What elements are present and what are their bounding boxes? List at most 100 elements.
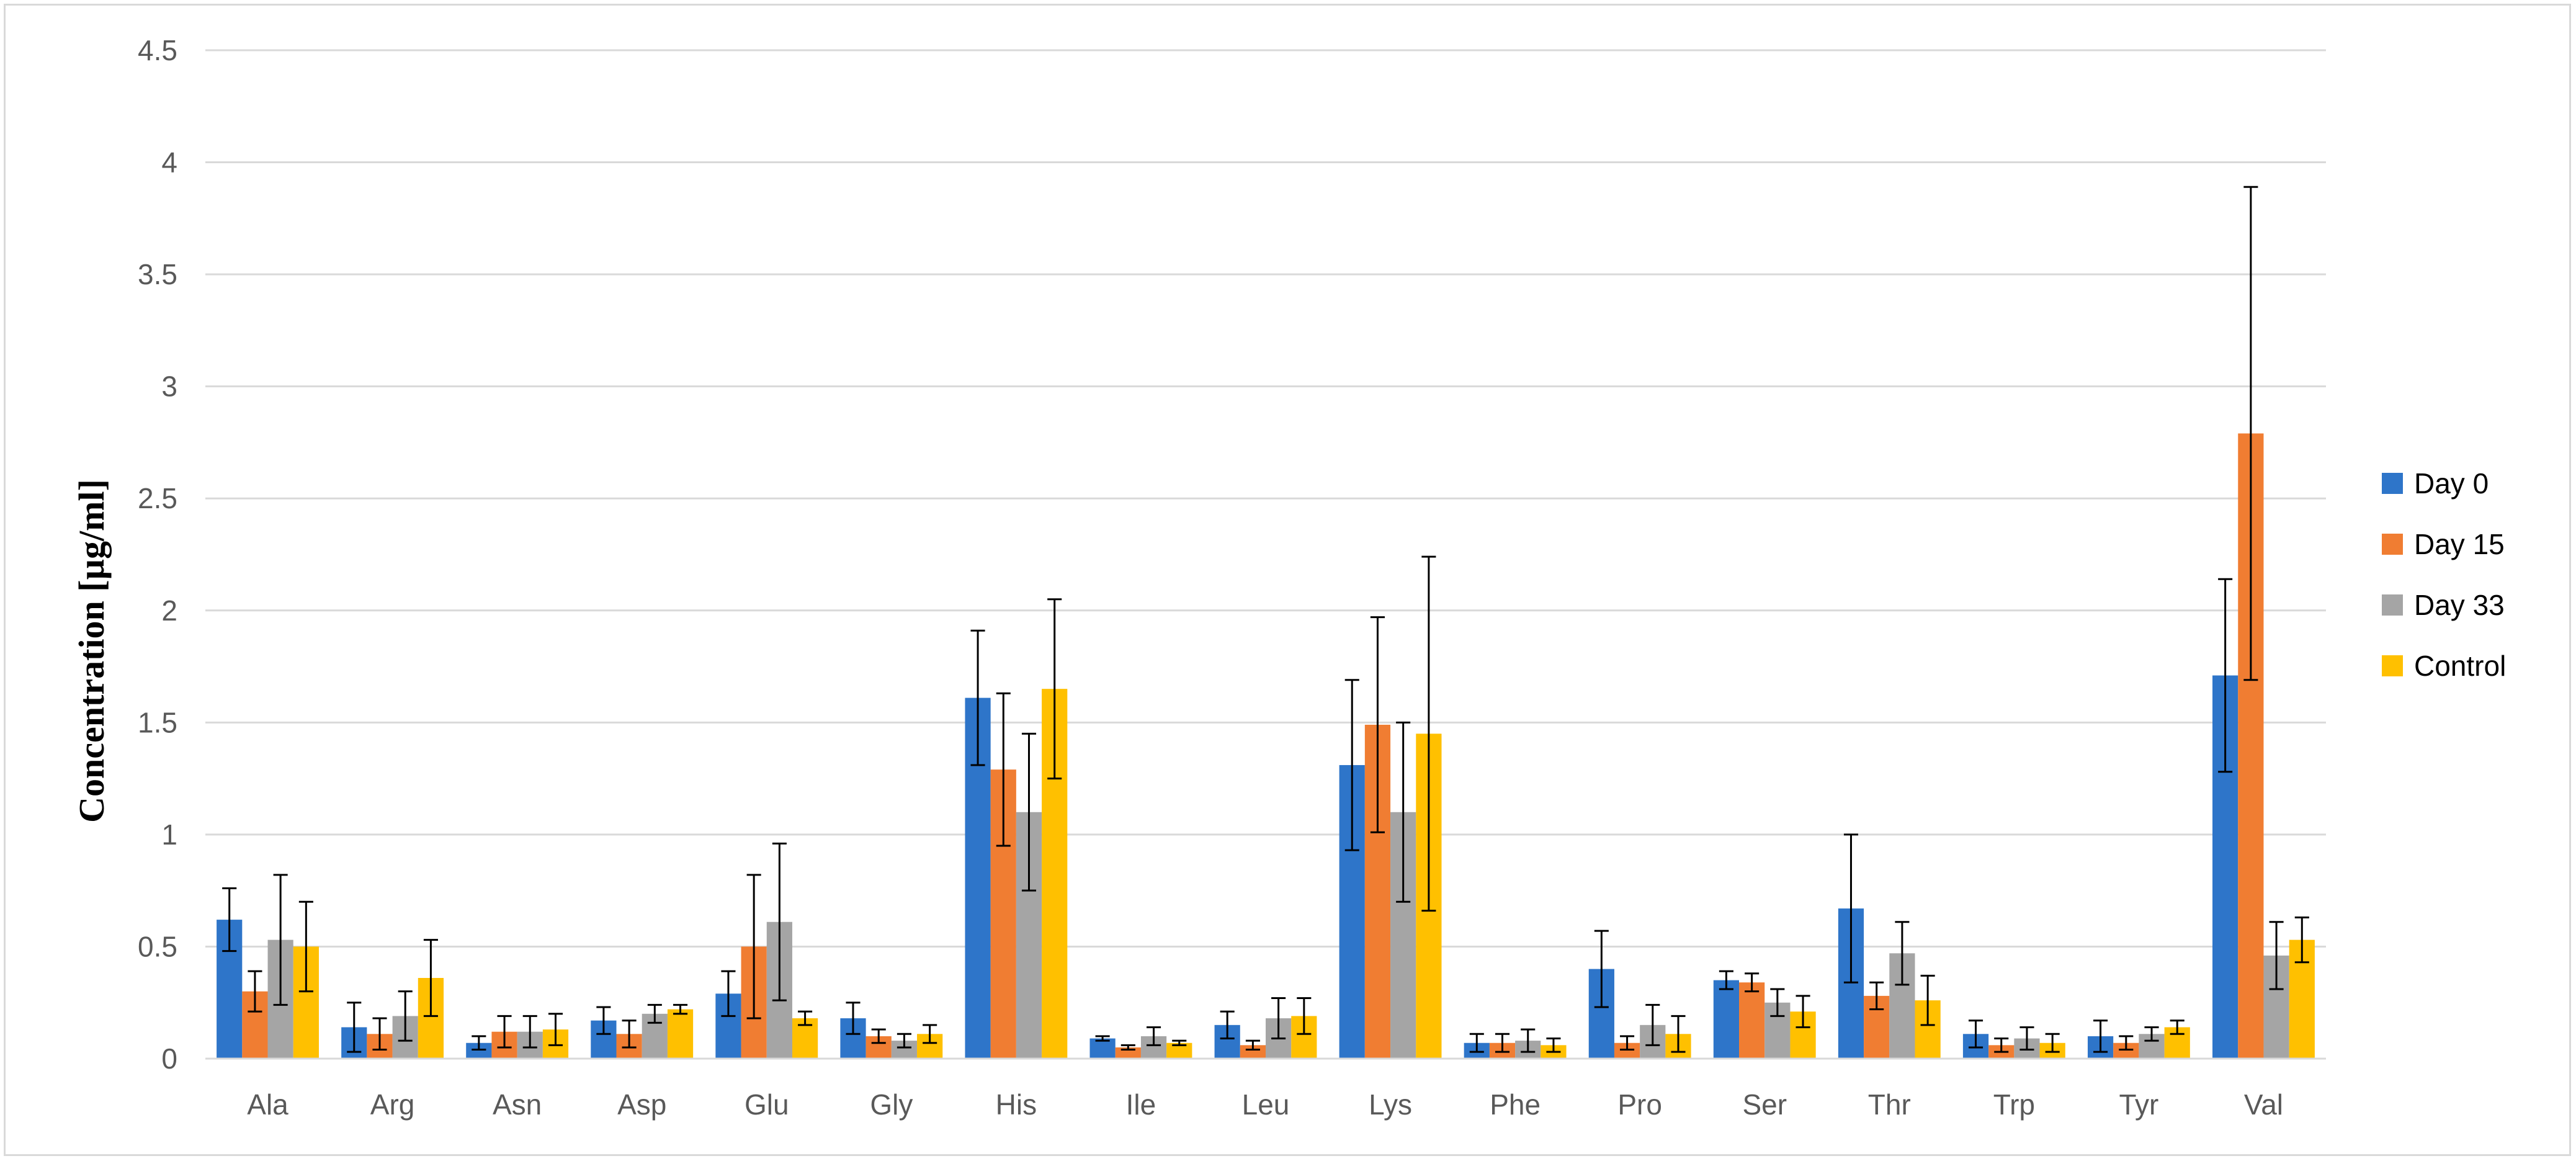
error-bar	[2218, 578, 2233, 773]
error-bar	[846, 1002, 861, 1035]
legend-item: Day 0	[2382, 467, 2489, 500]
error-bar	[298, 900, 313, 993]
error-bar	[647, 1003, 662, 1024]
error-bar	[347, 1002, 362, 1053]
error-bar	[2144, 1026, 2159, 1042]
error-bar	[923, 1024, 937, 1044]
error-bar	[798, 1010, 813, 1026]
error-bar	[1297, 997, 1312, 1035]
error-bar	[472, 1035, 486, 1051]
gridlines	[205, 49, 2326, 948]
error-bar	[222, 887, 237, 953]
error-bar	[1421, 555, 1436, 912]
error-bar	[1120, 1044, 1135, 1051]
error-bar	[1220, 1010, 1235, 1039]
error-bar	[1147, 1026, 1161, 1046]
error-bar	[996, 692, 1011, 847]
error-bar	[721, 970, 736, 1017]
bar-asp-control	[667, 1009, 694, 1059]
error-bar	[1645, 1003, 1660, 1046]
legend-label: Control	[2414, 650, 2506, 682]
bar-leu-day-15	[1240, 1045, 1266, 1059]
bar-ser-day-15	[1739, 982, 1765, 1059]
error-bar	[1047, 598, 1062, 780]
category-label: Thr	[1868, 1088, 1911, 1121]
error-bar	[2019, 1026, 2034, 1051]
y-tick-label: 2	[161, 594, 177, 627]
category-label: Ile	[1126, 1088, 1156, 1121]
error-bar	[897, 1033, 911, 1049]
error-bar	[1895, 921, 1910, 986]
y-tick-label: 3	[161, 370, 177, 403]
error-bar	[970, 629, 985, 766]
legend-item: Control	[2382, 650, 2506, 682]
error-bar	[548, 1013, 563, 1046]
error-bar	[1620, 1035, 1635, 1051]
error-bar	[871, 1028, 886, 1044]
legend-label: Day 0	[2414, 467, 2489, 500]
category-label: Lys	[1369, 1088, 1412, 1121]
error-bar	[398, 990, 413, 1042]
error-bar	[2294, 917, 2309, 964]
category-label: Ser	[1742, 1088, 1787, 1121]
y-tick-label: 2.5	[138, 482, 177, 514]
error-bar	[1869, 981, 1884, 1011]
error-bar	[248, 970, 262, 1013]
legend-swatch	[2382, 655, 2403, 676]
bar-ser-day-0	[1713, 980, 1740, 1059]
y-tick-labels: 0 0.5 1 1.5 2 2.5 3 3.5 4 4.5	[138, 34, 177, 1075]
error-bar	[2269, 921, 2284, 990]
y-tick-label: 1	[161, 818, 177, 851]
error-bar	[1968, 1020, 1983, 1049]
error-bar	[622, 1020, 637, 1049]
error-bar	[1770, 988, 1785, 1017]
chart-frame: 0 0.5 1 1.5 2 2.5 3 3.5 4 4.5 Ala Arg Asn Asp Glu Gly H…	[4, 4, 2571, 1156]
category-label: His	[996, 1088, 1037, 1121]
error-bars	[222, 186, 2309, 1053]
y-tick-label: 0.5	[138, 930, 177, 962]
error-bar	[596, 1006, 611, 1035]
category-label: Ala	[247, 1088, 288, 1121]
error-bar	[1370, 616, 1385, 833]
legend: Day 0 Day 15 Day 33 Control	[2382, 467, 2506, 682]
y-axis-label: Concentration [µg/ml]	[71, 479, 112, 823]
category-label: Arg	[370, 1088, 415, 1121]
legend-label: Day 15	[2414, 528, 2505, 560]
y-tick-label: 4.5	[138, 34, 177, 66]
error-bar	[1271, 997, 1286, 1039]
bar-chart: 0 0.5 1 1.5 2 2.5 3 3.5 4 4.5 Ala Arg Asn Asp Glu Gly H…	[71, 34, 2506, 1121]
category-label: Asp	[617, 1088, 666, 1121]
y-tick-label: 0	[161, 1042, 177, 1075]
y-tick-label: 4	[161, 146, 177, 179]
error-bar	[1521, 1028, 1536, 1053]
y-tick-label: 3.5	[138, 258, 177, 290]
error-bar	[1594, 930, 1609, 1008]
legend-label: Day 33	[2414, 589, 2505, 621]
error-bar	[1172, 1039, 1187, 1046]
category-label: Phe	[1490, 1088, 1541, 1121]
legend-item: Day 15	[2382, 528, 2505, 560]
category-label: Asn	[493, 1088, 542, 1121]
category-label: Tyr	[2119, 1088, 2158, 1121]
error-bar	[1994, 1038, 2009, 1053]
y-tick-label: 1.5	[138, 706, 177, 738]
error-bar	[1671, 1015, 1686, 1053]
category-label: Trp	[1993, 1088, 2035, 1121]
error-bar	[2243, 186, 2258, 681]
error-bar	[497, 1015, 512, 1049]
bar-ile-day-0	[1089, 1038, 1116, 1059]
error-bar	[1796, 995, 1810, 1028]
error-bar	[2093, 1020, 2108, 1053]
error-bar	[2045, 1033, 2060, 1053]
error-bar	[1396, 721, 1411, 903]
error-bar	[1245, 1039, 1260, 1051]
bars	[217, 433, 2315, 1059]
category-label: Leu	[1242, 1088, 1290, 1121]
error-bar	[522, 1015, 537, 1049]
error-bar	[1469, 1033, 1484, 1053]
error-bar	[746, 874, 761, 1020]
legend-swatch	[2382, 594, 2403, 616]
category-labels: Ala Arg Asn Asp Glu Gly His Ile Leu Lys Phe Pro Ser T…	[247, 1088, 2283, 1121]
error-bar	[1344, 679, 1359, 851]
category-label: Val	[2244, 1088, 2283, 1121]
